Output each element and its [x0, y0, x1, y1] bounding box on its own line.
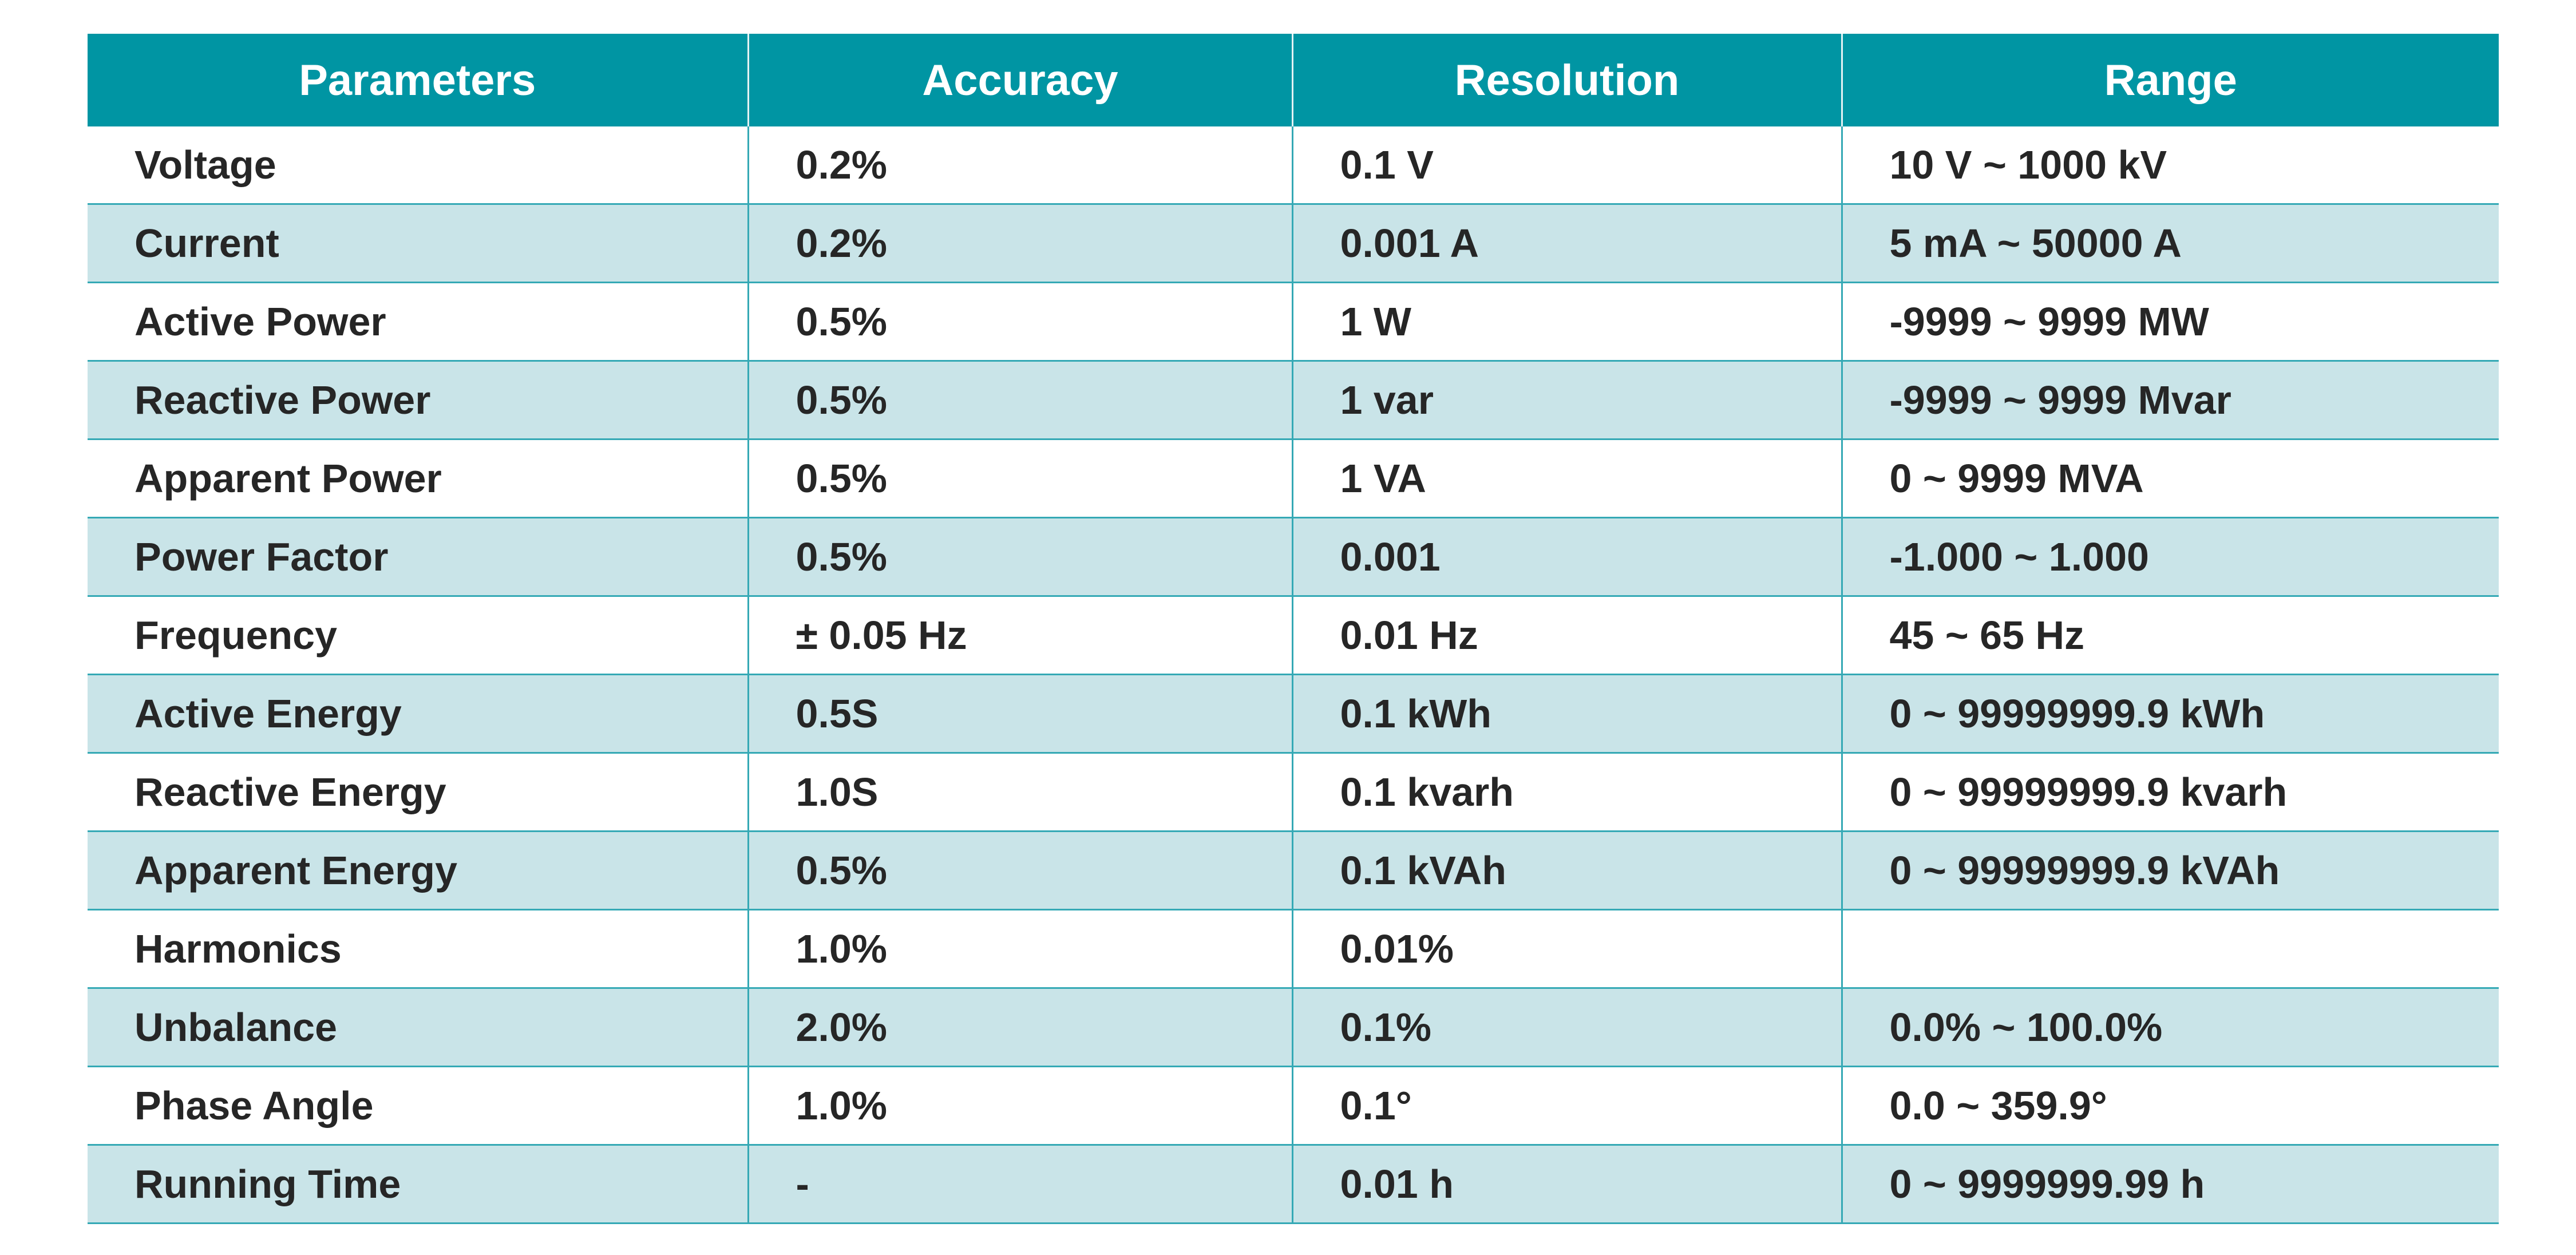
resolution-cell: 0.01 Hz	[1291, 596, 1842, 675]
range-cell: -9999 ~ 9999 Mvar	[1841, 361, 2499, 440]
specifications-table: Parameters Accuracy Resolution Range Vol…	[88, 34, 2499, 1224]
range-cell: 0 ~ 99999999.9 kVAh	[1841, 831, 2499, 910]
table-row: Harmonics 1.0% 0.01%	[88, 909, 2499, 989]
accuracy-cell: 0.5%	[747, 439, 1292, 518]
range-cell: -9999 ~ 9999 MW	[1841, 282, 2499, 362]
parameter-cell: Active Energy	[88, 674, 748, 754]
table-body: Voltage 0.2% 0.1 V 10 V ~ 1000 kV Current 0.2…	[88, 126, 2499, 1224]
parameter-cell: Running Time	[88, 1145, 748, 1224]
resolution-cell: 0.01 h	[1291, 1145, 1842, 1224]
table-row: Power Factor 0.5% 0.001 -1.000 ~ 1.000	[88, 517, 2499, 597]
table-row: Frequency ± 0.05 Hz 0.01 Hz 45 ~ 65 Hz	[88, 596, 2499, 675]
range-cell: 0.0% ~ 100.0%	[1841, 988, 2499, 1067]
table-row: Voltage 0.2% 0.1 V 10 V ~ 1000 kV	[88, 126, 2499, 205]
parameter-cell: Apparent Energy	[88, 831, 748, 910]
table-row: Active Power 0.5% 1 W -9999 ~ 9999 MW	[88, 282, 2499, 362]
resolution-cell: 1 var	[1291, 361, 1842, 440]
parameter-cell: Reactive Power	[88, 361, 748, 440]
table-row: Active Energy 0.5S 0.1 kWh 0 ~ 99999999.9 k…	[88, 674, 2499, 754]
range-cell: 0 ~ 9999 MVA	[1841, 439, 2499, 518]
accuracy-cell: 0.5%	[747, 282, 1292, 362]
parameter-cell: Apparent Power	[88, 439, 748, 518]
range-cell: 10 V ~ 1000 kV	[1841, 126, 2499, 205]
header-row: Parameters Accuracy Resolution Range	[88, 34, 2499, 126]
accuracy-cell: 0.5%	[747, 361, 1292, 440]
accuracy-cell: 0.2%	[747, 126, 1292, 205]
accuracy-cell: -	[747, 1145, 1292, 1224]
header-range: Range	[1841, 34, 2499, 126]
parameter-cell: Phase Angle	[88, 1066, 748, 1146]
table-header: Parameters Accuracy Resolution Range	[88, 34, 2499, 126]
table-row: Apparent Power 0.5% 1 VA 0 ~ 9999 MVA	[88, 439, 2499, 518]
parameter-cell: Active Power	[88, 282, 748, 362]
range-cell	[1841, 909, 2499, 989]
parameter-cell: Current	[88, 204, 748, 283]
accuracy-cell: ± 0.05 Hz	[747, 596, 1292, 675]
resolution-cell: 0.001 A	[1291, 204, 1842, 283]
resolution-cell: 0.001	[1291, 517, 1842, 597]
range-cell: 5 mA ~ 50000 A	[1841, 204, 2499, 283]
resolution-cell: 0.1%	[1291, 988, 1842, 1067]
resolution-cell: 0.1°	[1291, 1066, 1842, 1146]
resolution-cell: 1 VA	[1291, 439, 1842, 518]
range-cell: 0 ~ 99999999.9 kWh	[1841, 674, 2499, 754]
range-cell: 0.0 ~ 359.9°	[1841, 1066, 2499, 1146]
parameter-cell: Reactive Energy	[88, 753, 748, 832]
resolution-cell: 0.1 kVAh	[1291, 831, 1842, 910]
accuracy-cell: 0.2%	[747, 204, 1292, 283]
resolution-cell: 0.1 V	[1291, 126, 1842, 205]
range-cell: 45 ~ 65 Hz	[1841, 596, 2499, 675]
header-parameters: Parameters	[88, 34, 748, 126]
parameter-cell: Unbalance	[88, 988, 748, 1067]
table-row: Phase Angle 1.0% 0.1° 0.0 ~ 359.9°	[88, 1066, 2499, 1146]
table-row: Reactive Energy 1.0S 0.1 kvarh 0 ~ 99999999…	[88, 753, 2499, 832]
header-accuracy: Accuracy	[747, 34, 1292, 126]
accuracy-cell: 2.0%	[747, 988, 1292, 1067]
parameter-cell: Power Factor	[88, 517, 748, 597]
resolution-cell: 0.1 kWh	[1291, 674, 1842, 754]
accuracy-cell: 0.5S	[747, 674, 1292, 754]
range-cell: -1.000 ~ 1.000	[1841, 517, 2499, 597]
table-row: Apparent Energy 0.5% 0.1 kVAh 0 ~ 99999999.…	[88, 831, 2499, 910]
table-row: Reactive Power 0.5% 1 var -9999 ~ 9999 Mvar	[88, 361, 2499, 440]
accuracy-cell: 1.0%	[747, 1066, 1292, 1146]
range-cell: 0 ~ 9999999.99 h	[1841, 1145, 2499, 1224]
accuracy-cell: 1.0S	[747, 753, 1292, 832]
accuracy-cell: 1.0%	[747, 909, 1292, 989]
table-row: Unbalance 2.0% 0.1% 0.0% ~ 100.0%	[88, 988, 2499, 1067]
header-resolution: Resolution	[1291, 34, 1842, 126]
parameter-cell: Harmonics	[88, 909, 748, 989]
accuracy-cell: 0.5%	[747, 831, 1292, 910]
resolution-cell: 0.1 kvarh	[1291, 753, 1842, 832]
accuracy-cell: 0.5%	[747, 517, 1292, 597]
resolution-cell: 0.01%	[1291, 909, 1842, 989]
resolution-cell: 1 W	[1291, 282, 1842, 362]
parameter-cell: Frequency	[88, 596, 748, 675]
parameter-cell: Voltage	[88, 126, 748, 205]
range-cell: 0 ~ 99999999.9 kvarh	[1841, 753, 2499, 832]
